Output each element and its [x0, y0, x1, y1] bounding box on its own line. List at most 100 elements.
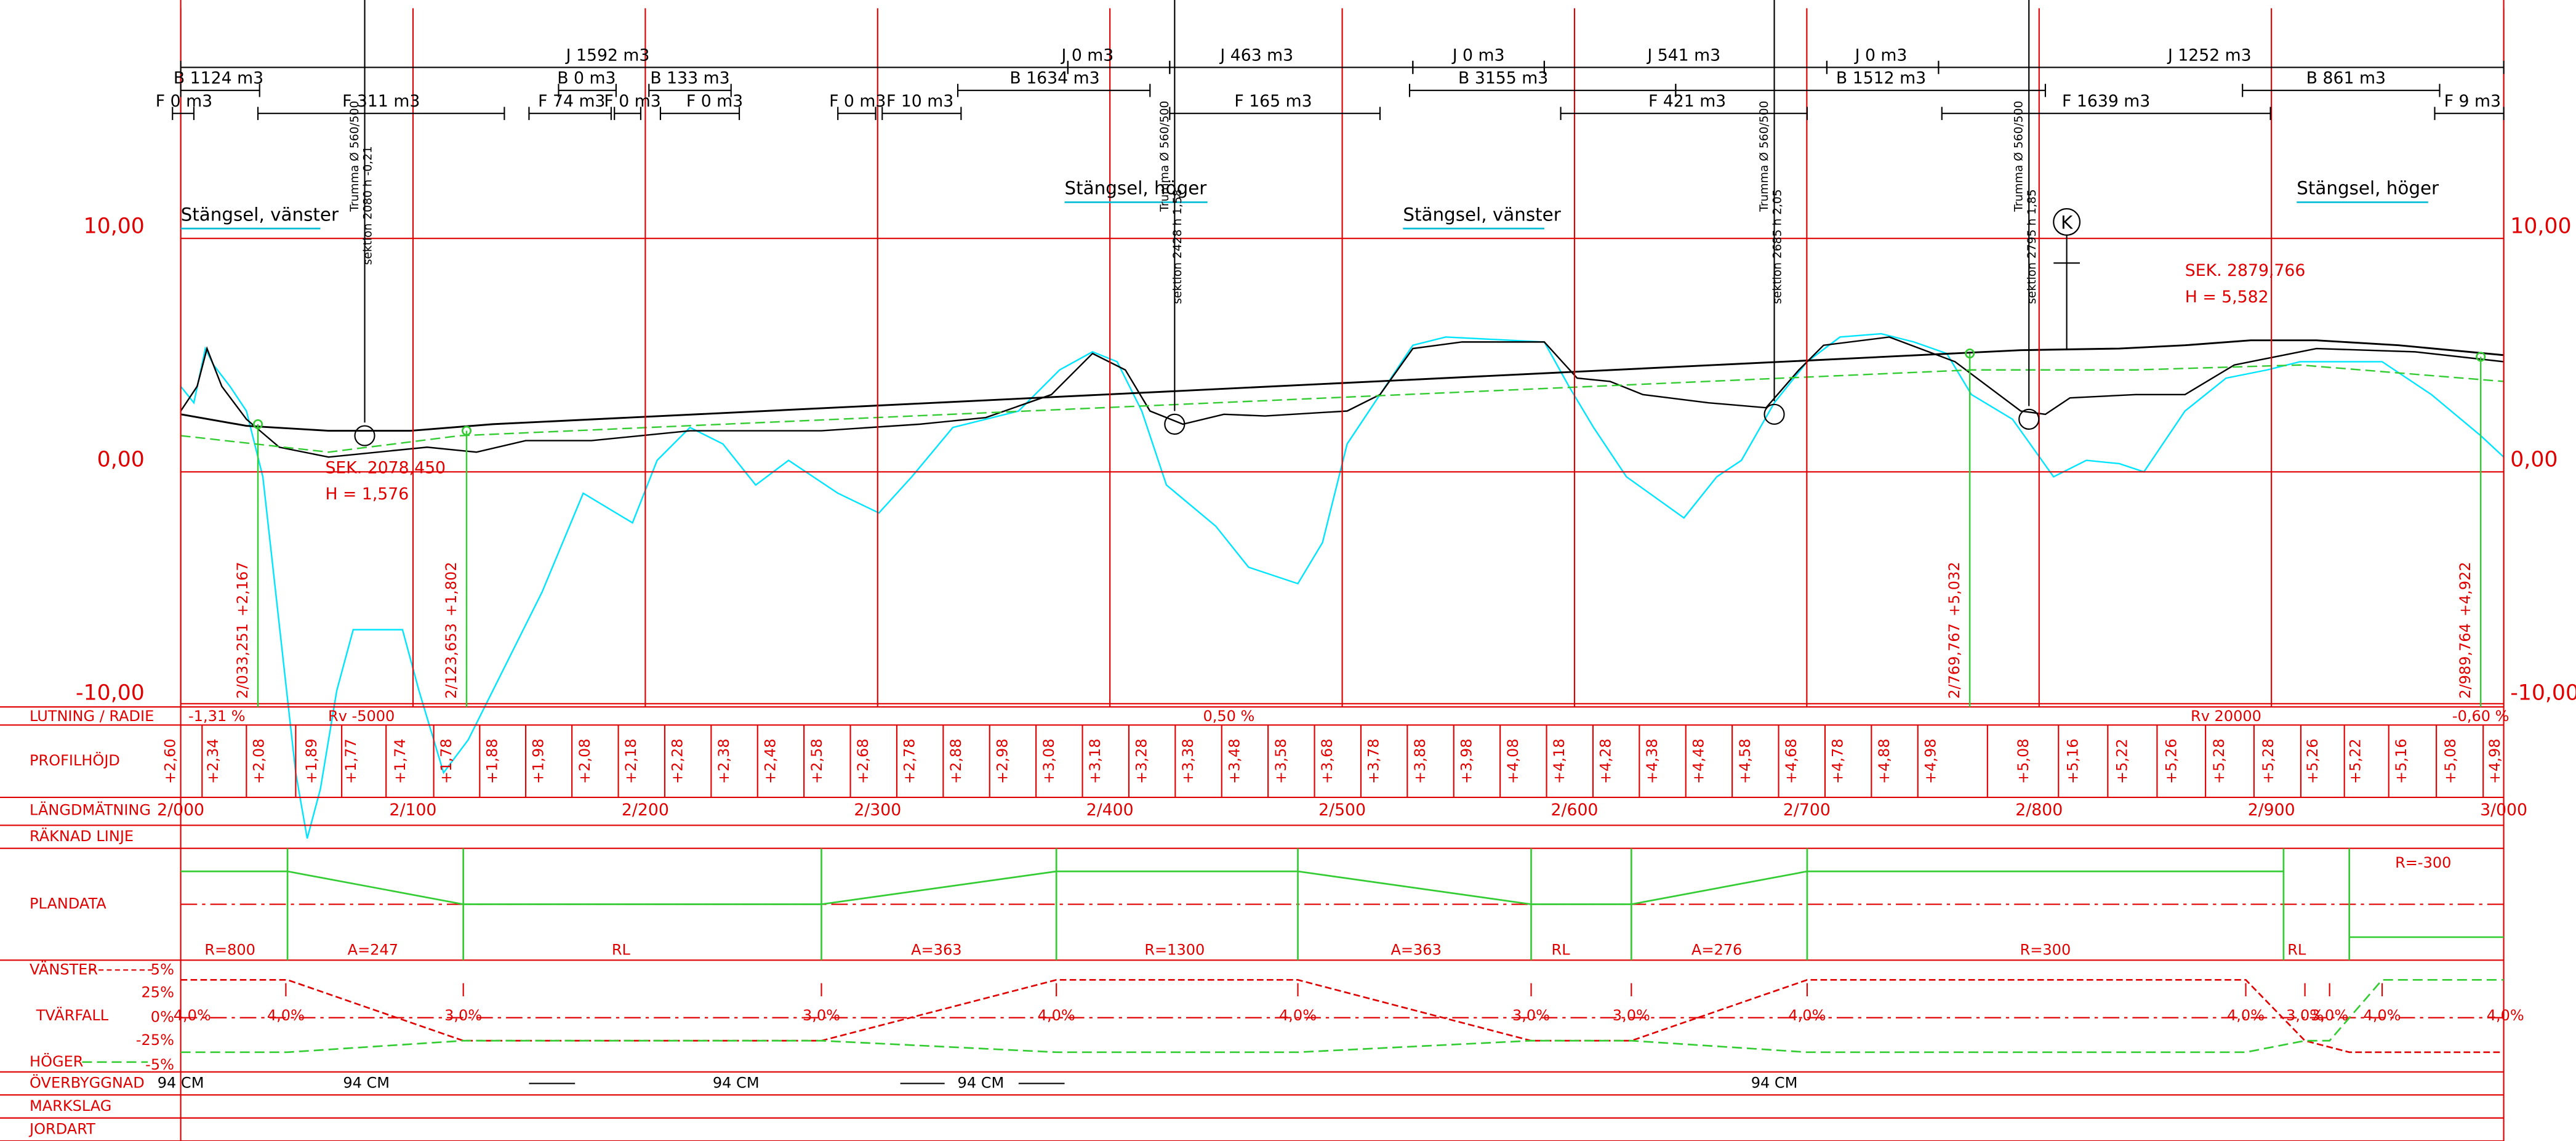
plan-data-label: A=276 — [1691, 941, 1742, 958]
design-profile-line — [180, 339, 2504, 432]
slope-label: -0,60 % — [2452, 708, 2510, 725]
profile-height: +1,77 — [342, 738, 359, 784]
profile-height: +2,38 — [715, 738, 732, 784]
chainage-label: 2/500 — [1318, 800, 1366, 820]
profile-height: +2,98 — [993, 738, 1011, 784]
profile-height: +3,28 — [1133, 738, 1150, 784]
profile-height: +5,08 — [2442, 738, 2459, 784]
elevation-label-left: 10,00 — [84, 214, 145, 238]
culvert-section: sektion 2080 h -0,21 — [361, 146, 374, 265]
chainage-label: 2/300 — [854, 800, 901, 820]
breakpoint-height: +2,167 — [234, 562, 251, 616]
crossfall-value: 4,0% — [1038, 1007, 1075, 1024]
profile-height: +2,78 — [901, 738, 918, 784]
pavement-label: 94 CM — [713, 1074, 760, 1092]
row-label: VÄNSTER — [30, 960, 98, 978]
chainage-label: 2/800 — [2015, 800, 2063, 820]
culvert-section: sektion 2428 h 1,58 — [1171, 189, 1184, 304]
profile-height: +2,08 — [251, 738, 268, 784]
profile-height: +4,88 — [1876, 738, 1893, 784]
mass-label: F 9 m3 — [2444, 92, 2501, 111]
profile-height: +4,58 — [1736, 738, 1754, 784]
plan-data-label: R=1300 — [1144, 941, 1205, 958]
mass-label: J 0 m3 — [1451, 46, 1505, 65]
mass-label: B 861 m3 — [2306, 69, 2386, 88]
mass-label: B 1634 m3 — [1009, 69, 1099, 88]
mass-label: J 1252 m3 — [2167, 46, 2252, 65]
crossfall-value: 4,0% — [1788, 1007, 1826, 1024]
elevation-label-right: -10,00 — [2510, 681, 2576, 706]
chainage-label: 2/700 — [1783, 800, 1831, 820]
slope-label: 0,50 % — [1203, 708, 1254, 725]
breakpoint-dot — [2476, 352, 2486, 362]
plan-data-label: R=300 — [2020, 941, 2071, 958]
profile-height: +3,68 — [1318, 738, 1336, 784]
profile-height: +4,48 — [1690, 738, 1707, 784]
culvert-title: Trumma Ø 560/500 — [1758, 101, 1771, 212]
profile-height: +1,78 — [438, 738, 455, 784]
breakpoint-station: 2/989,764 — [2457, 623, 2474, 699]
chainage-label: 2/600 — [1551, 800, 1599, 820]
mass-label: B 3155 m3 — [1458, 69, 1548, 88]
profile-height: +4,08 — [1504, 738, 1522, 784]
crossfall-scale: -25% — [136, 1031, 174, 1049]
culvert-symbol — [2018, 408, 2040, 430]
elevation-label-right: 10,00 — [2510, 214, 2571, 238]
fence-label: Stängsel, vänster — [181, 204, 339, 225]
chainage-label: 2/200 — [622, 800, 669, 820]
profile-height: +4,78 — [1829, 738, 1847, 784]
profile-height: +5,16 — [2393, 738, 2410, 784]
plan-data-label: A=363 — [911, 941, 961, 958]
elevation-label-left: 0,00 — [97, 448, 145, 472]
fence-label: Stängsel, vänster — [1403, 204, 1561, 225]
plan-data-label: R=800 — [204, 941, 255, 958]
row-label: ÖVERBYGGNAD — [30, 1074, 145, 1092]
profile-height: +5,22 — [2113, 738, 2130, 784]
mass-label: J 1592 m3 — [565, 46, 650, 65]
profile-height: +2,28 — [669, 738, 686, 784]
plan-data-label: R=-300 — [2395, 854, 2451, 871]
mass-label: J 463 m3 — [1219, 46, 1293, 65]
mass-label: B 1512 m3 — [1836, 69, 1926, 88]
breakpoint-dot — [461, 425, 472, 436]
row-label: PROFILHÖJD — [30, 751, 120, 769]
plan-data-label: A=363 — [1390, 941, 1441, 958]
crossfall-value: 3,0% — [1613, 1007, 1650, 1024]
profile-height: +5,26 — [2304, 738, 2321, 784]
slope-label: -1,31 % — [188, 708, 246, 725]
culvert-section: sektion 2685 h 2,05 — [1771, 189, 1784, 304]
row-label: HÖGER — [30, 1052, 83, 1070]
crossfall-value: 4,0% — [1279, 1007, 1317, 1024]
mass-label: F 1639 m3 — [2062, 92, 2150, 111]
profile-height: +4,98 — [1922, 738, 1939, 784]
plan-data-label: RL — [612, 941, 631, 958]
existing-ground-line — [180, 333, 2505, 839]
breakpoint-dot — [1965, 349, 1975, 359]
breakpoint-station: 2/033,251 — [234, 623, 251, 699]
pavement-label: 94 CM — [343, 1074, 390, 1092]
crossfall-value: 4,0% — [174, 1007, 211, 1024]
elevation-label-left: -10,00 — [76, 681, 145, 706]
section-height: H = 1,576 — [325, 485, 409, 504]
mass-label: J 0 m3 — [1060, 46, 1113, 65]
mass-label: F 311 m3 — [342, 92, 420, 111]
profile-height: +2,88 — [947, 738, 965, 784]
breakpoint-height: +5,032 — [1946, 562, 1963, 616]
crossfall-scale: 5% — [151, 961, 174, 978]
profile-height: +4,38 — [1643, 738, 1661, 784]
profile-height: +1,74 — [391, 738, 409, 784]
profile-height: +3,98 — [1458, 738, 1475, 784]
terrain-line — [180, 336, 2504, 458]
crossfall-scale: 25% — [142, 984, 174, 1001]
culvert-symbol — [1164, 413, 1186, 435]
mass-label: F 0 m3 — [156, 92, 212, 111]
profile-height: +5,28 — [2260, 738, 2277, 784]
chainage-label: 2/400 — [1086, 800, 1134, 820]
mass-label: F 421 m3 — [1648, 92, 1726, 111]
crossfall-value: 3,0% — [444, 1007, 482, 1024]
section-station: SEK. 2879,766 — [2185, 261, 2306, 280]
mass-label: F 10 m3 — [886, 92, 953, 111]
